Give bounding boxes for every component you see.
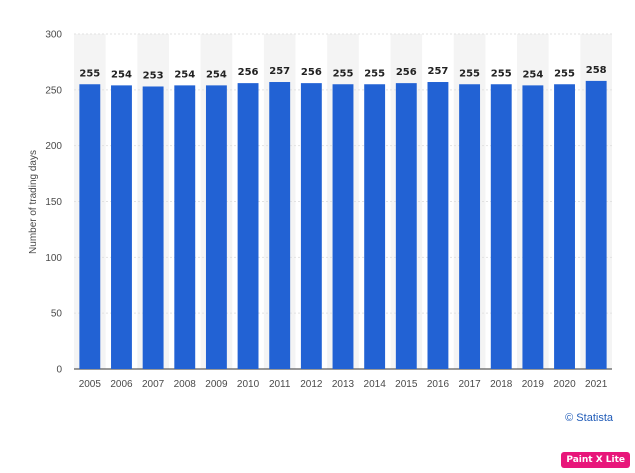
bar[interactable] (395, 83, 417, 369)
bar[interactable] (174, 85, 196, 369)
bar[interactable] (364, 84, 386, 369)
data-label: 253 (143, 70, 164, 81)
x-tick-label: 2009 (205, 379, 228, 390)
x-tick-label: 2016 (427, 379, 450, 390)
data-label: 255 (554, 68, 575, 79)
y-axis-label: Number of trading days (28, 150, 39, 254)
data-label: 256 (238, 67, 259, 78)
y-tick-label: 250 (45, 85, 62, 96)
x-tick-label: 2014 (364, 379, 387, 390)
data-label: 256 (301, 67, 322, 78)
y-tick-label: 150 (45, 197, 62, 208)
paint-x-lite-badge: Paint X Lite (561, 452, 630, 468)
x-tick-label: 2020 (553, 379, 576, 390)
data-label: 254 (111, 69, 132, 80)
bar[interactable] (142, 86, 164, 369)
bar[interactable] (111, 85, 132, 369)
x-tick-label: 2013 (332, 379, 355, 390)
data-label: 257 (269, 66, 290, 77)
data-label: 255 (491, 68, 512, 79)
x-tick-label: 2018 (490, 379, 513, 390)
x-tick-label: 2015 (395, 379, 418, 390)
bar[interactable] (332, 84, 354, 369)
data-label: 255 (79, 68, 100, 79)
y-tick-label: 200 (45, 141, 62, 152)
bar[interactable] (300, 83, 322, 369)
bar[interactable] (459, 84, 481, 369)
x-axis-ticks: 2005 2006 2007 2008 2009 2010 2011 2012 2013 2014… (79, 379, 608, 390)
x-tick-label: 2019 (522, 379, 545, 390)
x-tick-label: 2008 (174, 379, 197, 390)
x-tick-label: 2007 (142, 379, 165, 390)
statista-credit[interactable]: © Statista (565, 412, 613, 424)
data-label: 256 (396, 67, 417, 78)
bar[interactable] (522, 85, 544, 369)
data-label: 254 (522, 69, 543, 80)
data-label: 255 (333, 68, 354, 79)
bar[interactable] (585, 80, 607, 370)
bar[interactable] (490, 84, 512, 369)
data-label: 257 (428, 66, 449, 77)
x-tick-label: 2006 (110, 379, 133, 390)
y-tick-label: 300 (45, 30, 62, 41)
data-label: 254 (174, 69, 195, 80)
bars (79, 80, 607, 370)
data-labels: 255 254 253 254 254 256 257 256 255 255 256 257 255 2… (79, 65, 606, 82)
x-tick-label: 2021 (585, 379, 608, 390)
data-label: 254 (206, 69, 227, 80)
x-tick-label: 2011 (269, 379, 291, 390)
y-tick-label: 50 (51, 309, 63, 320)
y-tick-label: 0 (56, 365, 62, 376)
bar[interactable] (427, 82, 449, 370)
x-tick-label: 2010 (237, 379, 260, 390)
bar[interactable] (205, 85, 227, 369)
bar[interactable] (79, 84, 101, 369)
y-tick-label: 100 (45, 253, 62, 264)
x-tick-label: 2012 (300, 379, 323, 390)
x-tick-label: 2017 (458, 379, 481, 390)
bar[interactable] (554, 84, 575, 369)
data-label: 255 (364, 68, 385, 79)
y-axis-ticks: 0 50 100 150 200 250 300 (45, 30, 62, 376)
bar[interactable] (269, 82, 291, 370)
data-label: 258 (586, 65, 607, 76)
data-label: 255 (459, 68, 480, 79)
bar[interactable] (237, 83, 259, 369)
x-tick-label: 2005 (79, 379, 102, 390)
